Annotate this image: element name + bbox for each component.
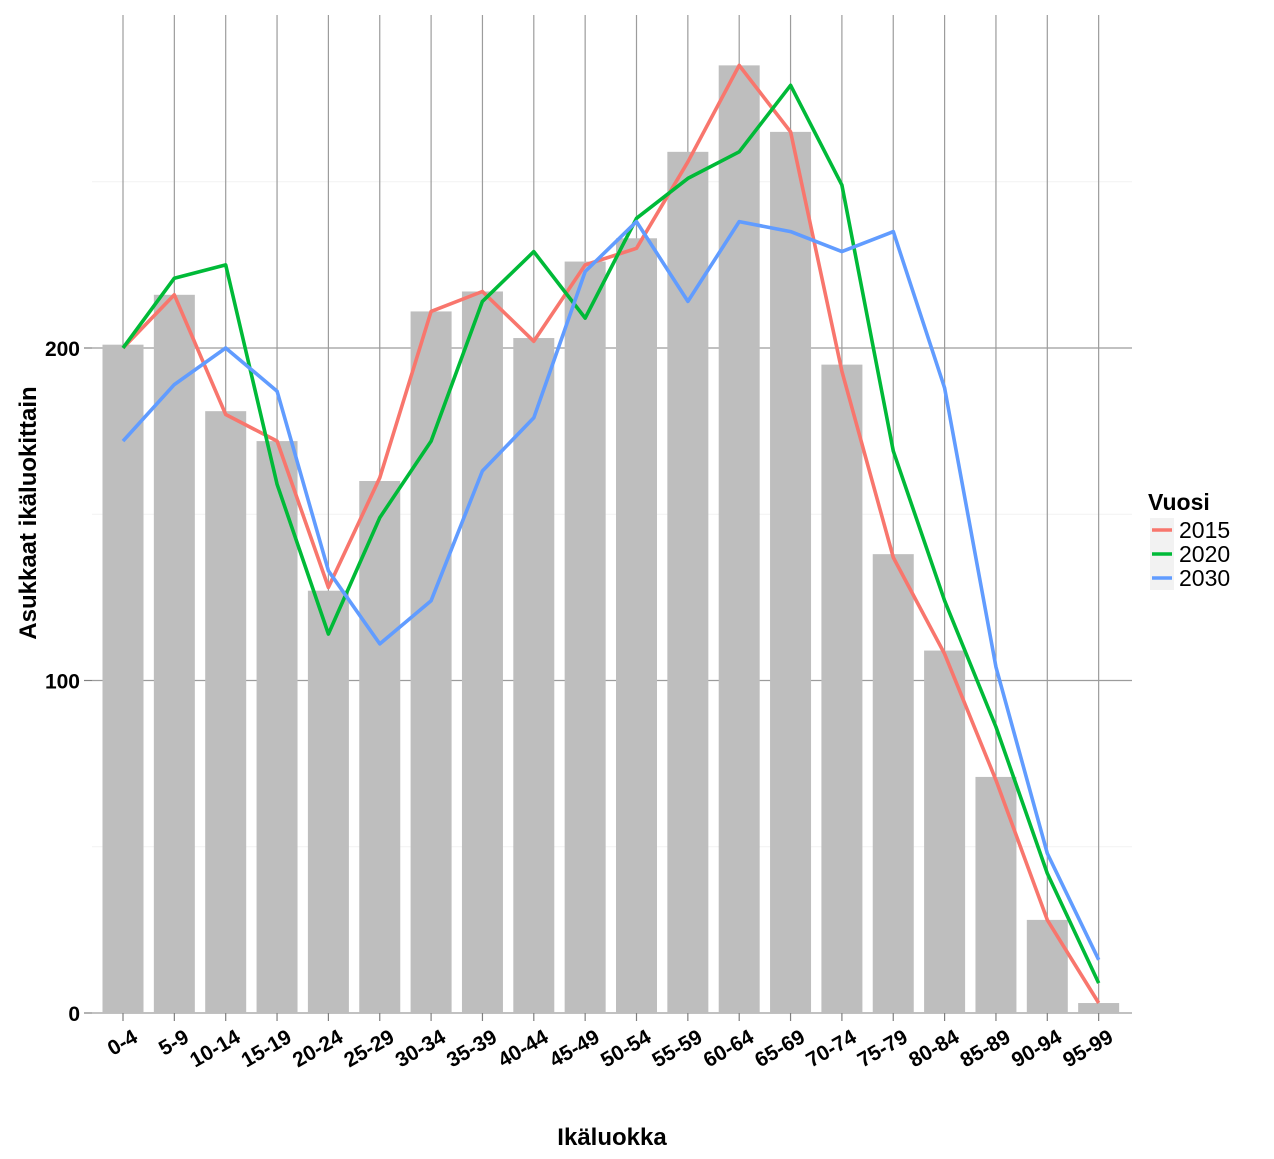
bar (564, 261, 606, 1013)
x-tick-label: 30-34 (392, 1025, 450, 1072)
bar (410, 311, 452, 1013)
x-tick-label: 90-94 (1008, 1025, 1066, 1072)
x-tick-label: 0-4 (104, 1025, 142, 1060)
legend-label-2030: 2030 (1179, 565, 1230, 591)
legend-label-2020: 2020 (1179, 541, 1230, 567)
x-tick-label: 20-24 (289, 1025, 347, 1072)
x-tick-label: 50-54 (597, 1025, 655, 1072)
y-tick-label: 100 (45, 671, 80, 694)
bar (102, 344, 144, 1013)
x-tick-label: 10-14 (186, 1025, 244, 1072)
bar (153, 294, 195, 1013)
series-line-2030 (121, 219, 1101, 961)
bar (872, 554, 914, 1013)
y-tick-label: 0 (68, 1003, 80, 1026)
bar (307, 590, 349, 1013)
bar (1078, 1003, 1120, 1013)
y-axis-title: Asukkaat ikäluokittain (15, 386, 42, 639)
series-line-2015 (121, 63, 1101, 1004)
x-tick-label: 85-89 (956, 1025, 1014, 1072)
x-tick-label: 15-19 (238, 1025, 296, 1072)
x-tick-label: 75-79 (854, 1025, 912, 1072)
x-tick-label: 80-84 (905, 1025, 963, 1072)
series-line-2020 (121, 83, 1101, 984)
bar (256, 441, 298, 1014)
bar (513, 338, 555, 1013)
bar (770, 131, 812, 1013)
bar (718, 65, 760, 1013)
x-tick-label: 25-29 (340, 1025, 398, 1072)
legend-label-2015: 2015 (1179, 517, 1230, 543)
bar (205, 411, 247, 1013)
x-tick-label: 35-39 (443, 1025, 501, 1072)
legend-title: Vuosi (1148, 489, 1210, 515)
bar (975, 776, 1017, 1013)
x-tick-label: 45-49 (546, 1025, 604, 1072)
line-layer (121, 63, 1101, 1004)
x-axis-title: Ikäluokka (557, 1124, 667, 1151)
bar (667, 151, 709, 1013)
bar (1026, 919, 1068, 1013)
x-tick-label: 65-69 (751, 1025, 809, 1072)
bar (359, 481, 401, 1013)
x-tick-label: 40-44 (494, 1025, 552, 1072)
bar (821, 364, 863, 1013)
x-tick-label: 55-59 (648, 1025, 706, 1072)
bar (924, 650, 966, 1013)
x-tick-label: 60-64 (700, 1025, 758, 1072)
x-tick-label: 95-99 (1059, 1025, 1117, 1072)
y-tick-label: 200 (45, 338, 80, 361)
bar (461, 291, 503, 1014)
bar-layer (102, 65, 1120, 1014)
x-tick-label: 70-74 (802, 1025, 860, 1072)
bar (616, 238, 657, 1013)
